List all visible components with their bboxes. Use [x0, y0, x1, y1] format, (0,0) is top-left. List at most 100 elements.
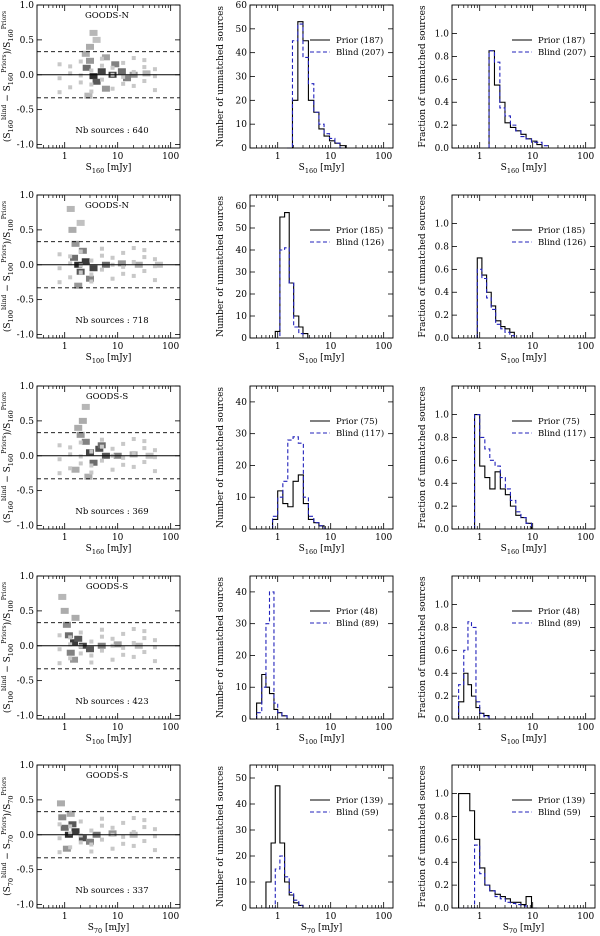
density-cell [57, 822, 62, 827]
y-tick-label: -0.5 [17, 296, 35, 306]
x-axis-label-sub: 160 [305, 548, 317, 556]
density-cell [78, 840, 83, 845]
count-histogram-panel: 0 10 20 30 40 50 60 1 10 100 S160 [mJy] Prior (187)… [216, 1, 394, 175]
density-cell [68, 71, 73, 76]
x-tick-label: 100 [577, 342, 594, 352]
x-tick-label: 100 [375, 342, 392, 352]
plot-frame [451, 385, 596, 530]
x-axis-label-main: S [299, 163, 305, 173]
x-tick-label: 1 [275, 342, 281, 352]
x-tick-label: 1 [275, 152, 281, 162]
y-tick-label: 1.0 [435, 601, 450, 611]
y-tick-label: -1.0 [17, 522, 35, 532]
x-axis-label-unit: [mJy] [104, 544, 131, 554]
y-tick-label: 30 [236, 620, 248, 630]
density-cell [121, 250, 126, 255]
x-tick-label: 100 [375, 533, 392, 543]
y-tick-label: 0.8 [435, 52, 450, 62]
y-axis-label-part: 100 [7, 310, 15, 322]
legend-blind-label: Blind (59) [336, 807, 379, 818]
density-cell [68, 642, 73, 647]
y-axis-label: Fraction of unmatched sources [418, 386, 428, 529]
density-cell [68, 635, 73, 640]
density-cell [78, 651, 83, 656]
x-tick-label: 10 [325, 912, 337, 922]
x-axis-label-main: S [88, 923, 94, 933]
density-cell [89, 68, 94, 73]
x-tick-label: 1 [477, 912, 483, 922]
density-cell [131, 450, 136, 455]
density-cell [152, 659, 157, 664]
density-cell [70, 254, 79, 261]
density-cell [68, 261, 73, 266]
density-cell [142, 446, 147, 451]
y-tick-label: 40 [236, 49, 248, 59]
y-tick-label: 10 [236, 493, 248, 503]
y-tick-label: -0.5 [17, 487, 35, 497]
density-cell [142, 79, 147, 84]
density-cell [131, 83, 136, 88]
y-tick-label: 0.5 [20, 417, 35, 427]
y-tick-label: 50 [236, 224, 248, 234]
density-cell [117, 68, 126, 75]
x-axis-label: S70 [mJy] [88, 923, 130, 935]
density-cell [99, 444, 104, 449]
y-axis-label: (S100blind − S100Priors)/S100Priors [1, 201, 15, 332]
y-tick-label: 50 [236, 774, 248, 784]
legend-blind-label: Blind (89) [538, 618, 581, 629]
x-axis-label-main: S [299, 544, 305, 554]
density-cell [101, 54, 110, 61]
density-cell [121, 631, 126, 636]
plot-frame [249, 575, 394, 720]
density-cell [89, 842, 94, 847]
density-cell [68, 452, 73, 457]
y-axis-label-part: 100 [7, 600, 15, 612]
density-cell [89, 828, 94, 833]
x-tick-label: 10 [527, 723, 539, 733]
density-cell [68, 85, 73, 90]
y-axis-label: Fraction of unmatched sources [418, 765, 428, 908]
x-tick-label: 100 [162, 533, 179, 543]
field-label: GOODS-N [85, 201, 130, 211]
plot-frame [36, 385, 181, 530]
density-cell [99, 267, 104, 272]
density-cell [89, 849, 94, 854]
density-cell [131, 640, 136, 645]
density-cell [131, 259, 136, 264]
density-cell [89, 82, 94, 87]
density-cell [92, 36, 101, 43]
blind-histogram-series [474, 414, 533, 529]
density-cell [99, 437, 104, 442]
x-tick-label: 1 [275, 723, 281, 733]
prior-histogram-series [474, 414, 533, 529]
density-cell [81, 403, 90, 410]
x-axis-label-unit: [mJy] [317, 163, 344, 173]
y-axis-label-part: )/S [2, 42, 13, 55]
legend-prior-label: Prior (185) [538, 225, 585, 236]
x-tick-label: 100 [375, 723, 392, 733]
count-histogram-panel: 0 10 20 30 40 50 1 10 100 S70 [mJy] Prior (139)Bli… [216, 764, 394, 935]
plot-frame [249, 194, 394, 339]
density-cell [142, 255, 147, 260]
density-cell [131, 654, 136, 659]
x-tick-label: 1 [477, 723, 483, 733]
y-tick-label: 0.4 [435, 858, 450, 868]
density-cell [57, 266, 62, 271]
plot-frame [451, 194, 596, 339]
density-cell [68, 824, 73, 829]
density-cell [142, 439, 147, 444]
y-tick-label: 0 [241, 525, 247, 535]
x-axis-label: S100 [mJy] [501, 353, 547, 365]
plot-frame [36, 4, 181, 149]
density-cell [78, 73, 83, 78]
legend-prior-label: Prior (48) [538, 606, 580, 617]
y-tick-label: 0.6 [435, 646, 450, 656]
density-cell [152, 74, 157, 79]
y-tick-label: 0.4 [435, 479, 450, 489]
y-tick-label: 40 [236, 800, 248, 810]
density-cell [110, 636, 115, 641]
y-tick-label: 0.8 [435, 433, 450, 443]
density-cell [110, 276, 115, 281]
